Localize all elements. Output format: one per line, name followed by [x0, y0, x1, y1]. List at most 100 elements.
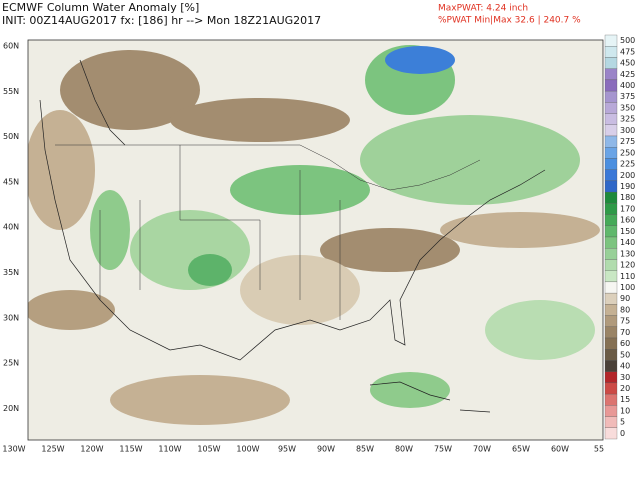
colorbar-cell [604, 248, 618, 260]
colorbar-cell [604, 405, 618, 417]
lon-label: 130W [2, 445, 25, 454]
colorbar-label: 10 [620, 406, 630, 415]
lon-label: 60W [551, 445, 569, 454]
colorbar-label: 350 [620, 103, 635, 112]
colorbar-cell [604, 203, 618, 215]
lon-label: 115W [119, 445, 142, 454]
colorbar-label: 100 [620, 283, 635, 292]
colorbar-label: 425 [620, 70, 635, 79]
lon-label: 55 [594, 445, 604, 454]
colorbar-cell [604, 371, 618, 384]
colorbar-cell [604, 124, 618, 137]
colorbar-label: 325 [620, 115, 635, 124]
colorbar-cell [604, 57, 618, 69]
colorbar-cell [604, 158, 618, 170]
colorbar-cell [604, 79, 618, 92]
colorbar-label: 0 [620, 429, 625, 438]
colorbar-label: 20 [620, 384, 630, 393]
colorbar-cell [604, 326, 618, 339]
colorbar-label: 190 [620, 182, 635, 191]
colorbar-cell [604, 236, 618, 249]
colorbar-cell [604, 34, 618, 47]
lon-label: 80W [395, 445, 413, 454]
colorbar-label: 300 [620, 126, 635, 135]
colorbar-cell [604, 225, 618, 238]
colorbar-cell [604, 113, 618, 125]
max-pwat: MaxPWAT: 4.24 inch [438, 4, 528, 14]
pwat-min-max: %PWAT Min|Max 32.6 | 240.7 % [438, 16, 581, 26]
colorbar-label: 160 [620, 216, 635, 225]
lat-label: 25N [3, 359, 19, 368]
map-title: ECMWF Column Water Anomaly [%] [2, 1, 199, 14]
colorbar-cell [604, 416, 618, 428]
colorbar-label: 225 [620, 160, 635, 169]
colorbar-label: 80 [620, 305, 630, 314]
map-field [27, 39, 604, 441]
colorbar-cell [604, 281, 618, 294]
colorbar-label: 170 [620, 204, 635, 213]
init-time: INIT: 00Z14AUG2017 fx: [186] hr --> Mon … [2, 14, 321, 27]
lon-label: 110W [158, 445, 181, 454]
colorbar-label: 200 [620, 171, 635, 180]
colorbar-cell [604, 90, 618, 103]
lon-label: 125W [41, 445, 64, 454]
lon-label: 75W [434, 445, 452, 454]
colorbar-cell [604, 46, 618, 58]
colorbar-label: 180 [620, 193, 635, 202]
colorbar-cell [604, 68, 618, 81]
colorbar-cell [604, 214, 618, 226]
colorbar-label: 450 [620, 59, 635, 68]
colorbar-cell [604, 315, 618, 327]
colorbar-cell [604, 393, 618, 406]
colorbar-cell [604, 427, 618, 440]
colorbar-label: 130 [620, 249, 635, 258]
lon-label: 120W [80, 445, 103, 454]
colorbar-label: 90 [620, 294, 630, 303]
lat-label: 20N [3, 404, 19, 413]
colorbar-label: 250 [620, 148, 635, 157]
colorbar-cell [604, 337, 618, 350]
colorbar-cell [604, 180, 618, 193]
colorbar-cell [604, 360, 618, 372]
lon-label: 95W [278, 445, 296, 454]
colorbar-label: 5 [620, 418, 625, 427]
colorbar-cell [604, 292, 618, 305]
lon-label: 70W [473, 445, 491, 454]
colorbar-cell [604, 191, 618, 204]
lat-label: 35N [3, 268, 19, 277]
colorbar-label: 60 [620, 339, 630, 348]
colorbar-label: 150 [620, 227, 635, 236]
lon-label: 105W [197, 445, 220, 454]
colorbar-label: 110 [620, 272, 635, 281]
colorbar-cell [604, 349, 618, 361]
colorbar-cell [604, 169, 618, 182]
colorbar-label: 15 [620, 395, 630, 404]
lat-label: 45N [3, 177, 19, 186]
lon-label: 85W [356, 445, 374, 454]
lat-label: 55N [3, 87, 19, 96]
lat-label: 30N [3, 313, 19, 322]
colorbar-label: 400 [620, 81, 635, 90]
colorbar-label: 50 [620, 350, 630, 359]
lat-label: 60N [3, 42, 19, 51]
lat-label: 50N [3, 132, 19, 141]
colorbar-cell [604, 382, 618, 395]
colorbar-label: 475 [620, 47, 635, 56]
colorbar-label: 75 [620, 317, 630, 326]
colorbar-cell [604, 304, 618, 316]
colorbar-cell [604, 270, 618, 283]
colorbar-cell [604, 135, 618, 148]
colorbar-cell [604, 102, 618, 114]
colorbar-label: 30 [620, 373, 630, 382]
colorbar-label: 70 [620, 328, 630, 337]
colorbar-label: 375 [620, 92, 635, 101]
colorbar-cell [604, 147, 618, 159]
colorbar-label: 500 [620, 36, 635, 45]
colorbar-label: 40 [620, 362, 630, 371]
colorbar-cell [604, 259, 618, 271]
lon-label: 65W [512, 445, 530, 454]
colorbar-label: 140 [620, 238, 635, 247]
lon-label: 90W [317, 445, 335, 454]
colorbar-label: 275 [620, 137, 635, 146]
